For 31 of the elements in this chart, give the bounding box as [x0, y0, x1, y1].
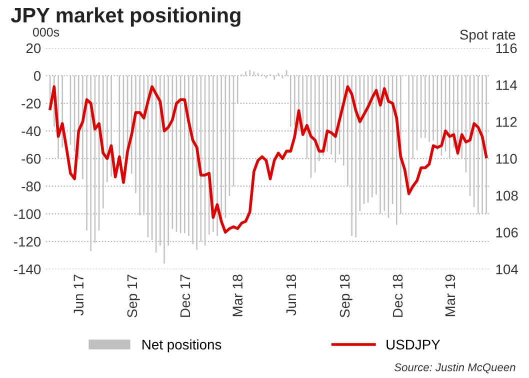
y-tick-label: -140	[14, 264, 41, 274]
y-axis-title: 000s	[32, 28, 60, 37]
x-tick-label: Sep 17	[127, 274, 140, 318]
y2-tick-label: 104	[496, 264, 518, 274]
y-tick-label: -120	[14, 236, 41, 247]
x-tick-label: Sep 18	[340, 274, 352, 318]
x-tick-label: Jun 18	[286, 274, 296, 316]
y-tick-label: -80	[22, 182, 41, 192]
x-tick-label: Dec 18	[392, 274, 403, 317]
x-tick-label: Mar 18	[232, 274, 243, 316]
y-tick-label: 20	[26, 43, 41, 54]
source-note: Source: Justin McQueen	[394, 363, 516, 374]
y2-tick-label: 114	[496, 80, 517, 90]
y2-tick-label: 112	[496, 117, 517, 127]
x-tick-label: Dec 17	[180, 274, 190, 317]
chart-title: JPY market positioning	[10, 7, 240, 27]
y2-axis-title: Spot rate	[460, 30, 516, 42]
y-tick-label: -40	[22, 126, 41, 136]
y-tick-label: -100	[14, 209, 41, 220]
y-tick-label: 0	[34, 70, 41, 81]
line-series	[48, 85, 488, 234]
y2-tick-label: 110	[496, 154, 517, 164]
y-tick-label: -60	[22, 154, 41, 164]
y-tick-label: -20	[22, 98, 41, 108]
x-tick-label: Jun 17	[74, 274, 84, 316]
x-tick-label: Mar 19	[445, 274, 456, 316]
y2-tick-label: 106	[496, 228, 518, 238]
y2-tick-label: 116	[496, 43, 517, 54]
legend-label: Net positions	[142, 339, 222, 352]
legend-label: USDJPY	[386, 340, 440, 350]
y2-tick-label: 108	[496, 190, 518, 201]
